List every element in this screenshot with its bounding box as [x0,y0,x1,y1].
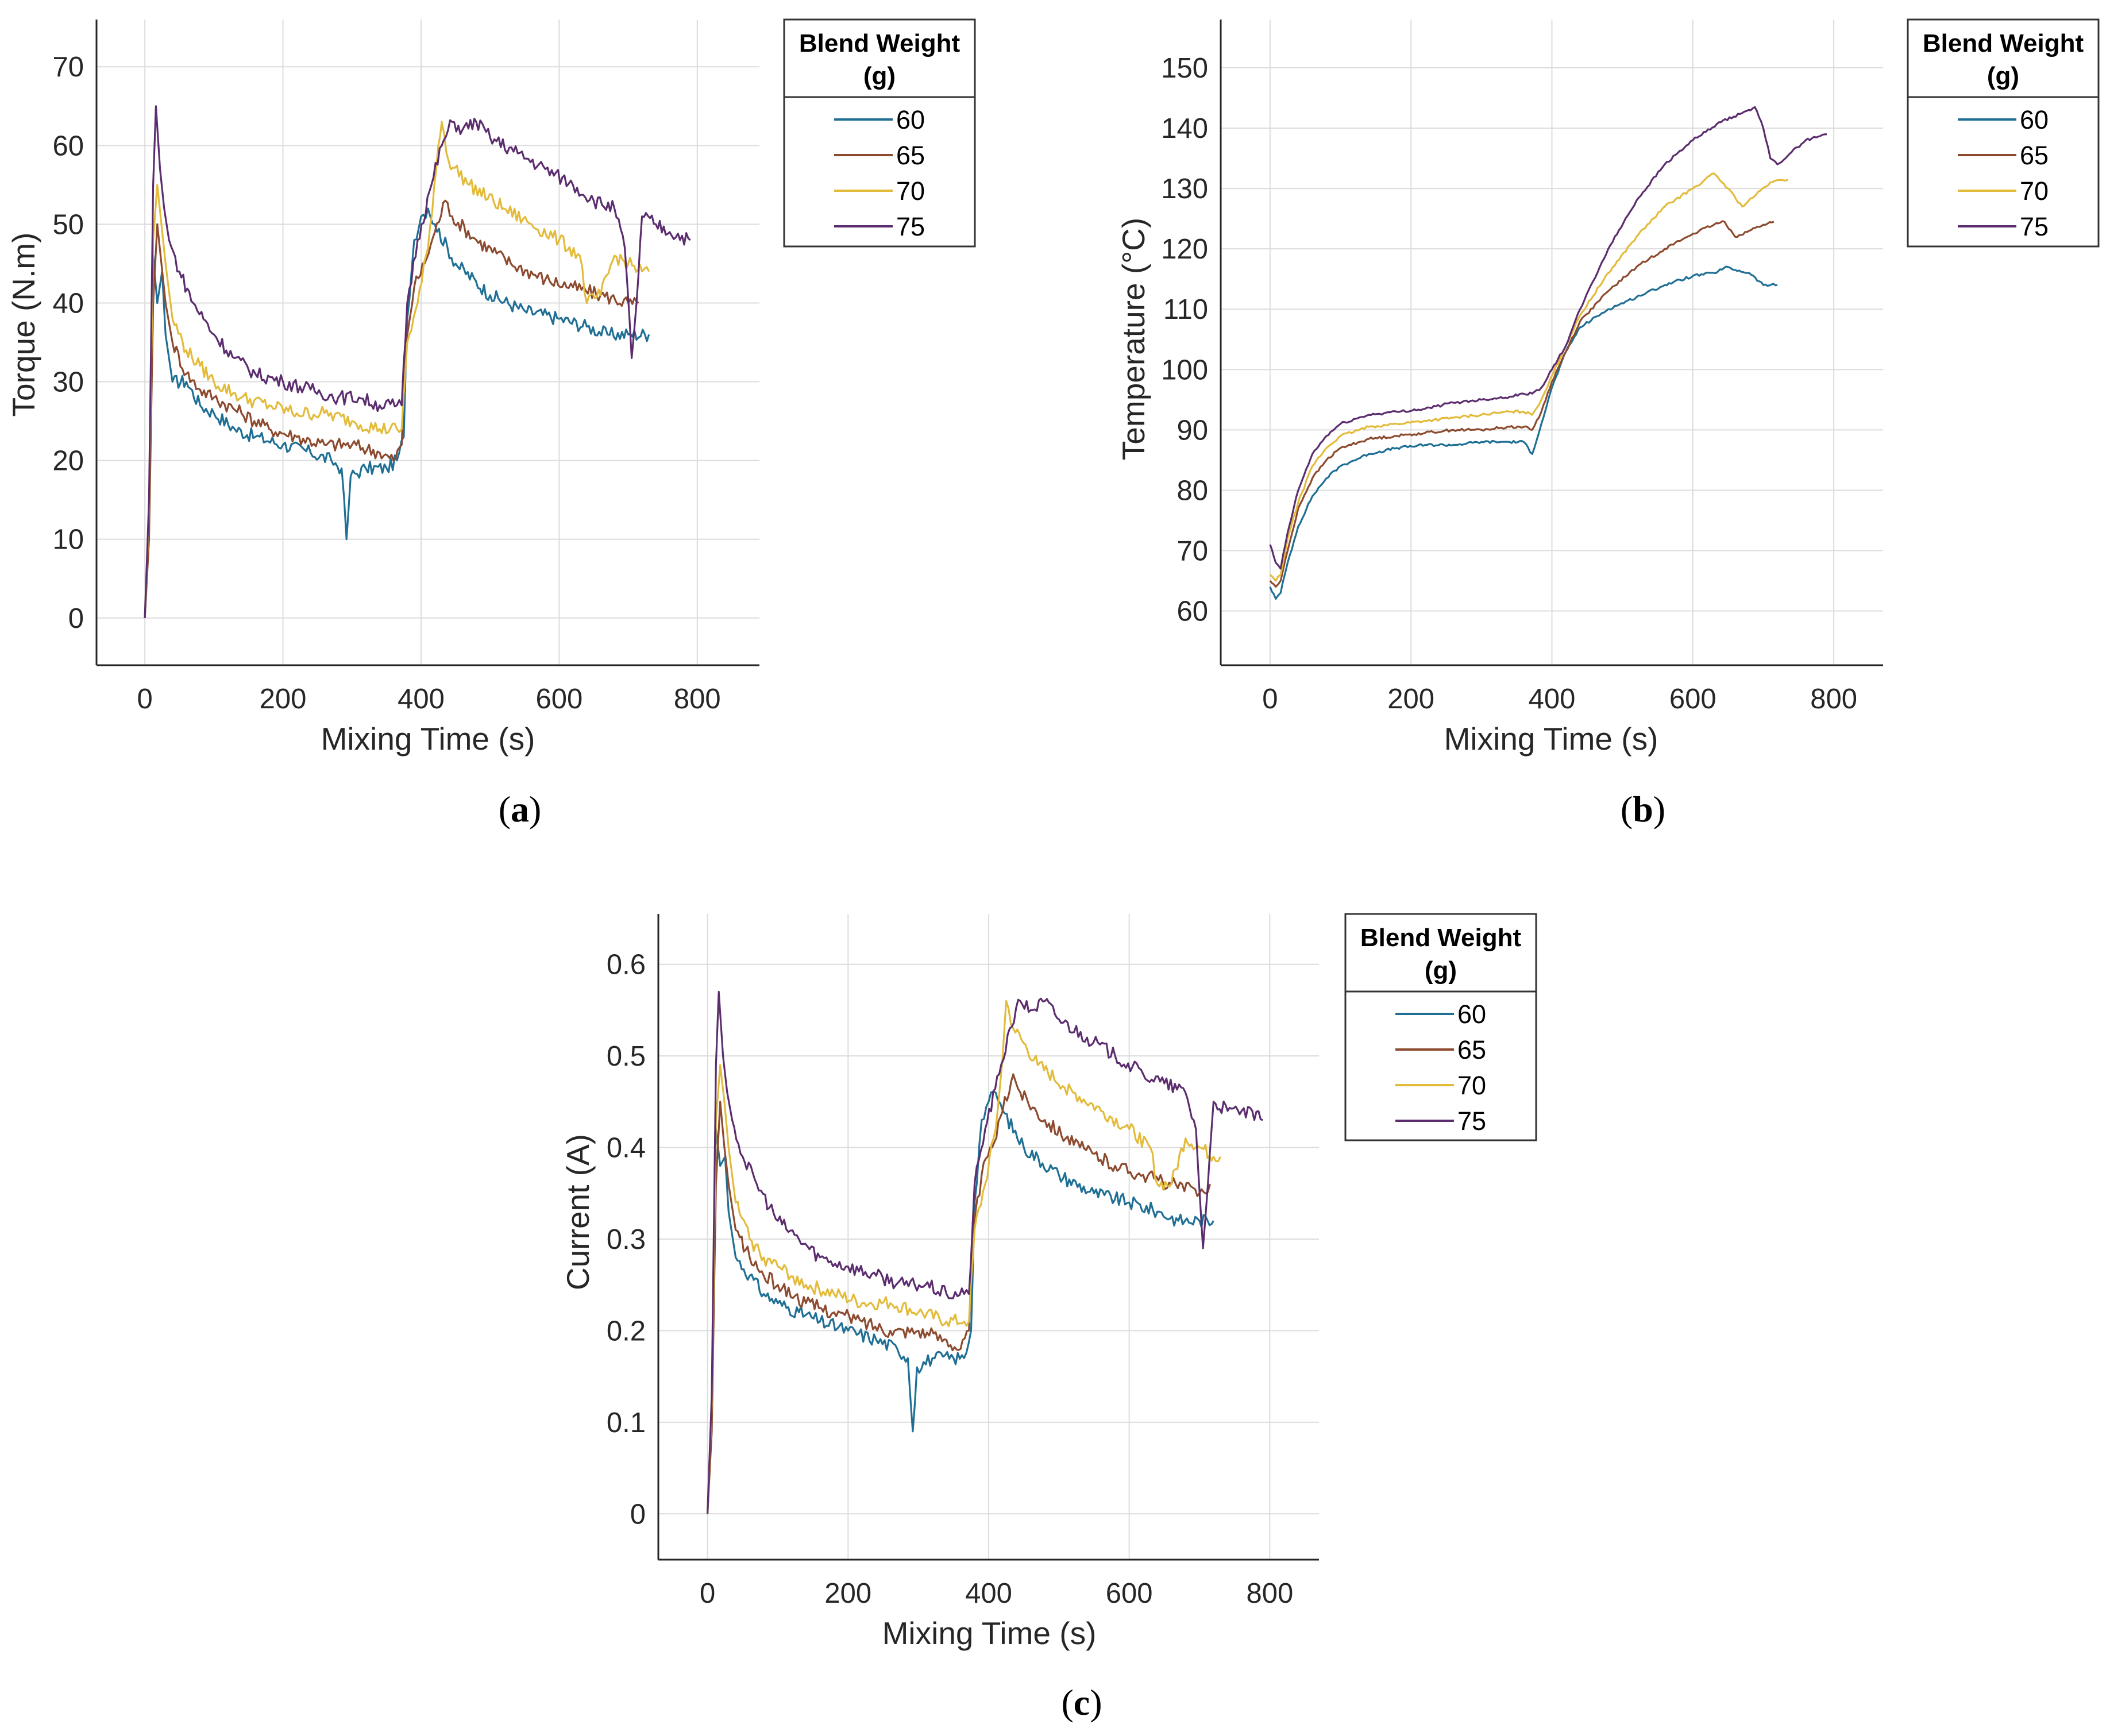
y-tick-label: 70 [52,52,84,83]
y-tick-label: 60 [52,130,84,161]
x-tick-label: 400 [965,1578,1012,1609]
y-tick-label: 30 [52,367,84,398]
legend-label-60: 60 [896,105,925,134]
legend-c-title-line2: (g) [1425,956,1457,985]
x-tick-label: 400 [1529,684,1576,715]
chart-b-temperature: 0 200 400 600 80060708090100110120130140150 … [1116,18,2100,830]
x-tick-label: 0 [137,684,153,715]
y-tick-label: 0.3 [607,1224,646,1255]
y-tick-label: 90 [1176,415,1208,446]
series-line-75 [144,105,691,618]
x-axis-label-b: Mixing Time (s) [1444,721,1658,757]
x-tick-label: 0 [700,1578,715,1609]
y-tick-label: 0.5 [607,1041,646,1072]
legend-b-title-line1: Blend Weight [1923,29,2084,57]
y-axis-label-c: Current (A) [560,1134,596,1290]
y-tick-label: 0 [630,1499,646,1530]
series-line-60 [144,207,650,618]
series-line-65 [144,199,639,618]
x-tick-label: 600 [1106,1578,1153,1609]
legend-label-75: 75 [896,212,925,241]
y-tick-label: 130 [1161,173,1208,205]
y-tick-label: 0.2 [607,1315,646,1347]
series-line-60 [1269,265,1778,600]
y-tick-label: 10 [52,524,84,555]
y-tick-label: 60 [1176,596,1208,627]
y-tick-label: 0.4 [607,1133,646,1164]
legend-label-70: 70 [2020,176,2049,206]
x-axis-label-c: Mixing Time (s) [882,1615,1097,1651]
y-tick-label: 0 [68,603,84,634]
series-line-70 [707,1000,1222,1514]
legend-c-title-line1: Blend Weight [1360,924,1522,952]
x-tick-label: 200 [824,1578,871,1609]
x-tick-label: 600 [1669,684,1716,715]
legend-label-60: 60 [2020,105,2049,134]
legend-label-65: 65 [1457,1035,1486,1064]
series-line-65 [1269,220,1775,588]
panel-label-a: (a) [499,789,542,830]
legend-b-title-line2: (g) [1987,62,2019,90]
y-tick-label: 80 [1176,475,1208,506]
y-tick-label: 150 [1161,53,1208,84]
y-tick-label: 40 [52,288,84,319]
y-axis-label-a: Torque (N.m) [6,233,41,417]
y-tick-label: 0.6 [607,950,646,981]
y-tick-label: 120 [1161,234,1208,265]
legend-label-70: 70 [896,176,925,206]
x-tick-label: 800 [674,684,721,715]
legend-label-75: 75 [2020,212,2049,241]
legend-label-65: 65 [896,141,925,170]
series-line-70 [144,121,650,618]
series-line-60 [707,1090,1214,1514]
series-line-75 [707,990,1263,1514]
x-tick-label: 800 [1246,1578,1293,1609]
legend-b: Blend Weight (g) 60 65 70 75 [1907,18,2100,248]
chart-c-current: 0 200 400 600 800 0 0.1 0.2 0.3 0.4 0.5 0.6 Mixing … [560,913,1537,1723]
y-tick-label: 70 [1176,535,1208,566]
legend-c: Blend Weight (g) 60 65 70 75 [1344,913,1537,1141]
x-tick-label: 200 [1387,684,1434,715]
x-tick-label: 800 [1810,684,1857,715]
y-axis-label-b: Temperature (°C) [1116,218,1151,460]
y-tick-label: 20 [52,446,84,477]
x-tick-label: 0 [1262,684,1278,715]
series-line-75 [1269,106,1827,570]
x-tick-label: 400 [398,684,445,715]
legend-label-70: 70 [1457,1071,1486,1100]
series-line-65 [707,1073,1211,1514]
legend-a: Blend Weight (g) 60 65 70 75 [783,18,976,248]
y-tick-label: 0.1 [607,1407,646,1438]
y-tick-label: 100 [1161,354,1208,385]
legend-a-title-line2: (g) [863,62,896,90]
x-axis-label-a: Mixing Time (s) [321,721,535,757]
chart-a-torque: 0 200 400 600 800 0 10 20 30 40 50 60 70 Mixing Time… [6,18,976,830]
y-tick-label: 140 [1161,113,1208,144]
legend-a-title-line1: Blend Weight [799,29,961,57]
legend-label-75: 75 [1457,1106,1486,1136]
panel-label-c: (c) [1061,1682,1102,1723]
x-tick-label: 200 [260,684,307,715]
legend-label-65: 65 [2020,141,2049,170]
x-tick-label: 600 [536,684,583,715]
y-tick-label: 50 [52,209,84,240]
panel-label-b: (b) [1621,789,1665,830]
legend-label-60: 60 [1457,1000,1486,1029]
y-tick-label: 110 [1163,294,1208,325]
series-line-70 [1269,172,1789,582]
